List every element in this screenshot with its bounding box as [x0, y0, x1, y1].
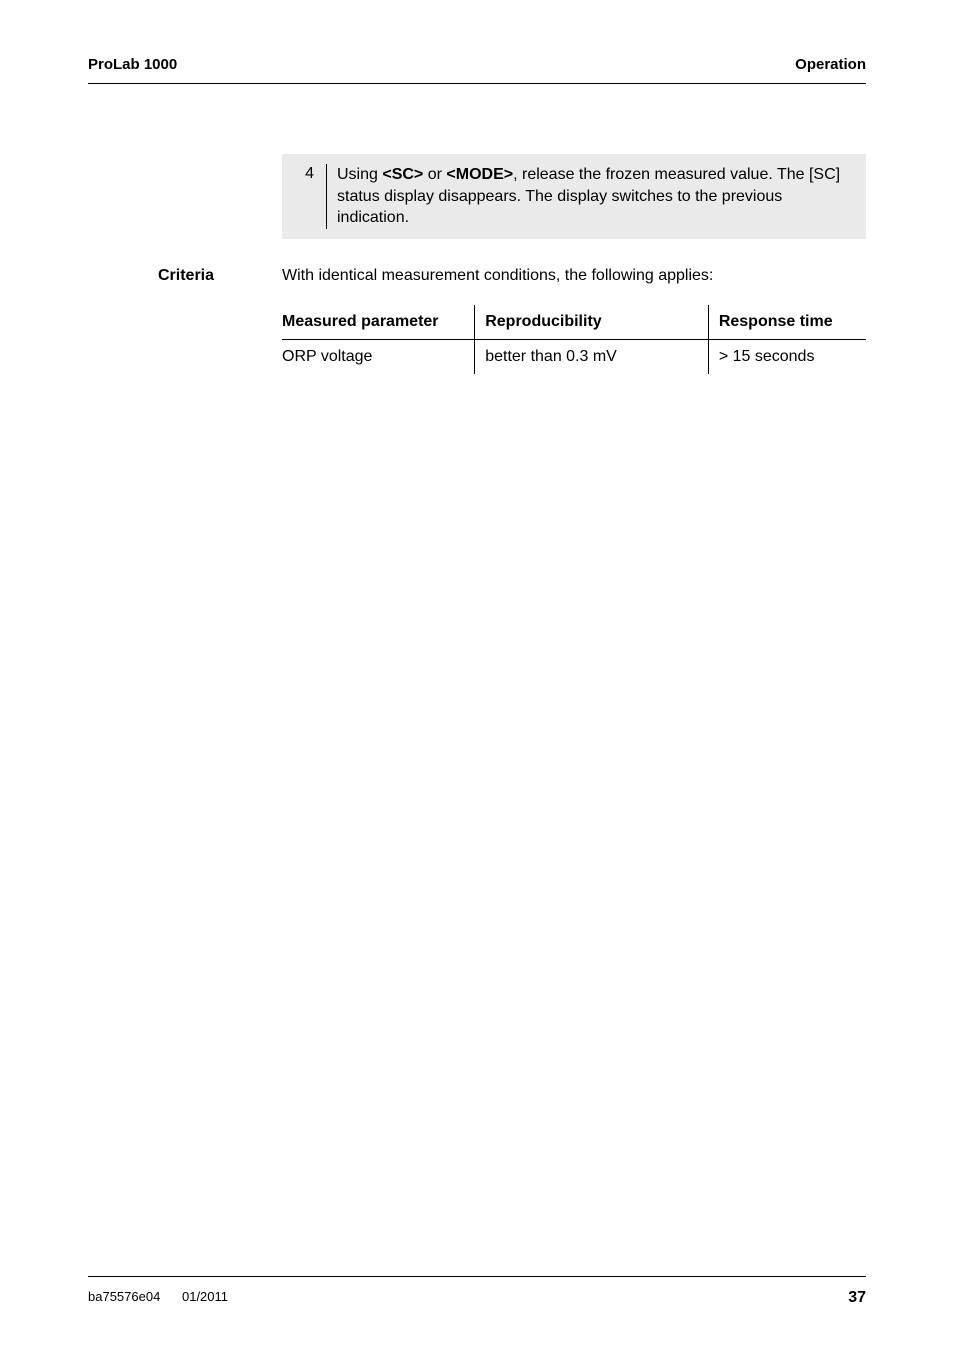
criteria-table: Measured parameter Reproducibility Respo… — [282, 305, 866, 374]
header-left: ProLab 1000 — [88, 56, 177, 73]
criteria-label: Criteria — [158, 267, 214, 285]
footer-date: 01/2011 — [182, 1289, 228, 1304]
col-header-measured: Measured parameter — [282, 305, 475, 340]
criteria-intro: With identical measurement conditions, t… — [282, 267, 713, 285]
step-text: Using <SC> or <MODE>, release the frozen… — [326, 164, 856, 229]
page-footer: ba75576e04 01/2011 37 — [88, 1276, 866, 1307]
page: ProLab 1000 Operation 4 Using <SC> or <M… — [0, 0, 954, 1351]
criteria-section: Criteria With identical measurement cond… — [282, 267, 866, 285]
col-header-response: Response time — [708, 305, 866, 340]
header-right: Operation — [795, 56, 866, 73]
footer-left: ba75576e04 01/2011 — [88, 1289, 228, 1307]
step-number: 4 — [282, 164, 326, 229]
step-text-before: Using — [337, 166, 382, 183]
footer-page: 37 — [848, 1289, 866, 1307]
table-header-row: Measured parameter Reproducibility Respo… — [282, 305, 866, 340]
step-text-mid1: or — [423, 166, 446, 183]
table-row: ORP voltage better than 0.3 mV > 15 seco… — [282, 339, 866, 374]
step-key2: <MODE> — [446, 166, 513, 183]
cell-resp: > 15 seconds — [708, 339, 866, 374]
cell-repro: better than 0.3 mV — [475, 339, 709, 374]
col-header-reproducibility: Reproducibility — [475, 305, 709, 340]
footer-doc: ba75576e04 — [88, 1289, 160, 1304]
step-box: 4 Using <SC> or <MODE>, release the froz… — [282, 154, 866, 239]
cell-param: ORP voltage — [282, 339, 475, 374]
content-area: 4 Using <SC> or <MODE>, release the froz… — [88, 84, 866, 374]
step-key1: <SC> — [382, 166, 423, 183]
page-header: ProLab 1000 Operation — [88, 56, 866, 84]
